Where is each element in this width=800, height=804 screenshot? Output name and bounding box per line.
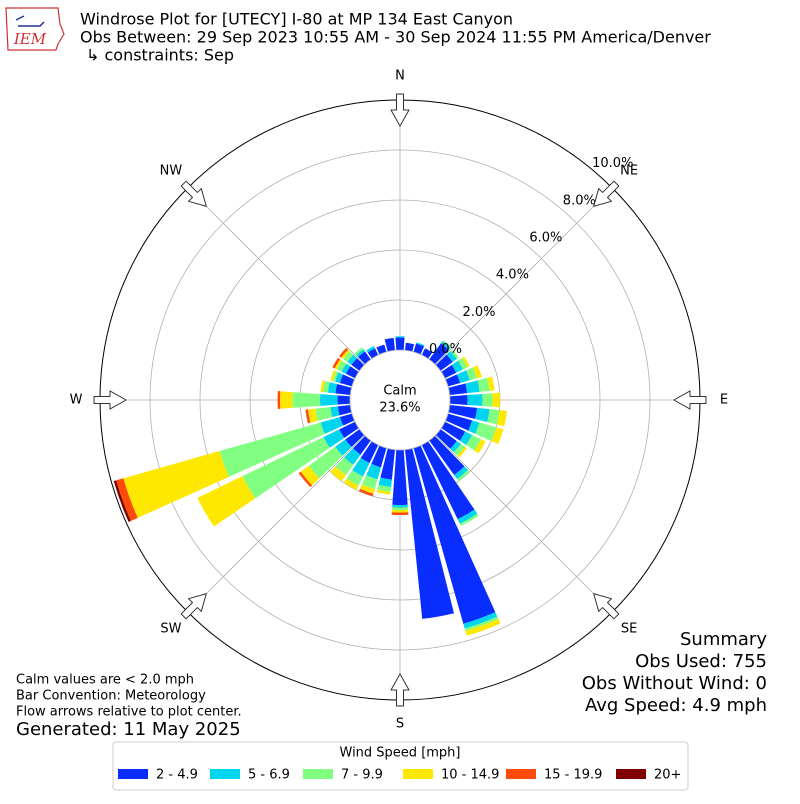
wind-bar-segment [335, 384, 351, 395]
wind-bar-segment [338, 395, 351, 404]
arrow-shape [391, 674, 409, 706]
constraints: ↳ constraints: Sep [86, 46, 234, 65]
legend-swatch [506, 769, 536, 779]
logo: IEM [6, 8, 64, 50]
wind-bar-segment [338, 405, 352, 415]
wind-bar-segment [395, 338, 404, 351]
compass-label: S [396, 717, 404, 732]
wind-bar-segment [478, 378, 490, 392]
compass-arrow [674, 391, 706, 409]
note: Flow arrows relative to plot center. [16, 705, 242, 720]
compass-label: W [70, 393, 83, 408]
compass-arrow [391, 94, 409, 126]
compass-label: SE [621, 622, 637, 637]
note: Bar Convention: Meteorology [16, 689, 206, 704]
grid-spoke [188, 188, 365, 365]
arrow-shape [674, 391, 706, 409]
wind-bar-segment [278, 391, 281, 409]
logo-text: IEM [13, 30, 47, 48]
wind-bar-segment [492, 393, 500, 408]
wind-bar-segment [392, 510, 408, 513]
r-tick-label: 4.0% [496, 268, 529, 283]
compass-label: N [395, 69, 405, 84]
legend-swatch [303, 769, 333, 779]
subtitle: Obs Between: 29 Sep 2023 10:55 AM - 30 S… [80, 28, 711, 47]
legend-label: 10 - 14.9 [441, 768, 499, 783]
arrow-shape [391, 94, 409, 126]
wind-bar-segment [482, 393, 492, 407]
legend: Wind Speed [mph] 2 - 4.9 5 - 6.9 7 - 9.9 10… [113, 742, 688, 790]
wind-bar-segment [280, 391, 293, 409]
legend-label: 15 - 19.9 [544, 768, 602, 783]
wind-bar-segment [385, 338, 395, 352]
wind-bar-segment [392, 507, 408, 510]
wind-bar-segment [392, 512, 409, 515]
legend-swatch [210, 769, 240, 779]
legend-title: Wind Speed [mph] [340, 746, 461, 761]
legend-label: 7 - 9.9 [341, 768, 383, 783]
wind-bar-segment [320, 394, 338, 406]
calm-value: 23.6% [379, 401, 420, 416]
title: Windrose Plot for [UTECY] I-80 at MP 134… [80, 10, 513, 29]
wind-bar-segment [293, 392, 321, 408]
compass-label: NE [620, 163, 638, 178]
wind-bar-segment [392, 450, 407, 505]
r-tick-label: 0.0% [429, 342, 462, 357]
summary: Obs Without Wind: 0 [582, 673, 767, 694]
wind-bar-segment [395, 336, 404, 337]
legend-swatch [616, 769, 646, 779]
wind-bar-segment [467, 394, 482, 406]
summary: Summary [680, 629, 767, 650]
r-tick-label: 2.0% [462, 305, 495, 320]
legend-swatch [403, 769, 433, 779]
r-tick-label: 6.0% [529, 230, 562, 245]
r-tick-label: 8.0% [563, 193, 596, 208]
legend-label: 20+ [654, 768, 681, 783]
compass-label: SW [160, 622, 181, 637]
note: Calm values are < 2.0 mph [16, 673, 194, 688]
legend-label: 2 - 4.9 [156, 768, 198, 783]
generated: Generated: 11 May 2025 [16, 719, 241, 740]
wind-bar-segment [465, 380, 479, 393]
wind-bar-segment [392, 505, 408, 508]
compass-label: E [720, 393, 728, 408]
arrow-shape [94, 391, 126, 409]
summary: Obs Used: 755 [635, 651, 767, 672]
compass-arrow [391, 674, 409, 706]
compass-label: NW [160, 163, 183, 178]
wind-bar-segment [315, 407, 332, 421]
calm-label: Calm [383, 384, 416, 399]
compass-arrow [94, 391, 126, 409]
wind-bar-segment [450, 395, 468, 405]
wind-bar-segment [475, 408, 489, 422]
legend-swatch [118, 769, 148, 779]
legend-label: 5 - 6.9 [248, 768, 290, 783]
summary: Avg Speed: 4.9 mph [585, 695, 767, 716]
